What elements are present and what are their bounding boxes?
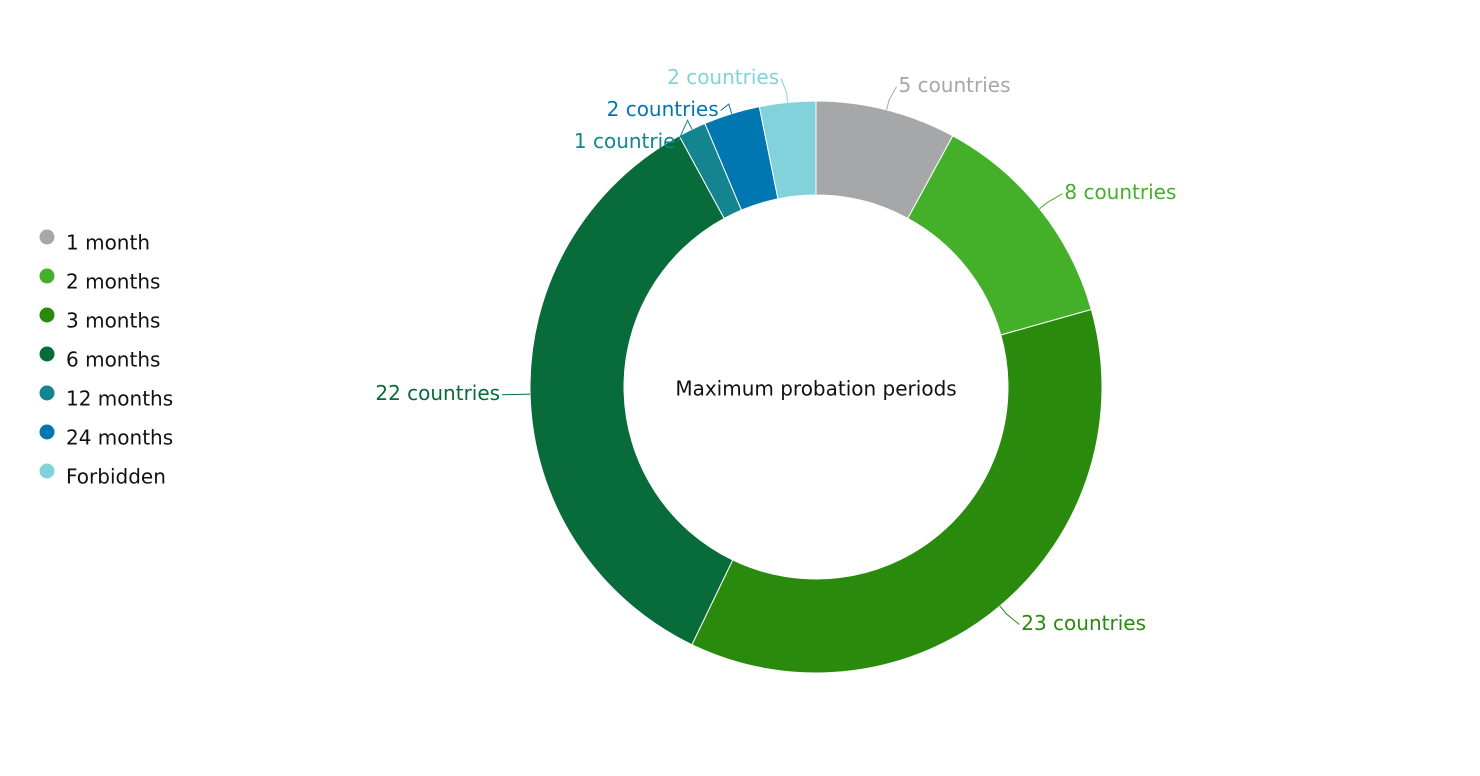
legend-label: 1 month	[66, 231, 150, 255]
legend-label: 24 months	[66, 426, 173, 450]
data-label: 23 countries	[1021, 611, 1146, 635]
data-label: 8 countries	[1064, 180, 1176, 204]
data-label: 22 countries	[375, 381, 500, 405]
leader-line	[1039, 193, 1063, 210]
legend-marker	[39, 385, 55, 401]
data-label: 2 countries	[667, 65, 779, 89]
leader-line	[780, 78, 789, 103]
leader-line	[886, 86, 897, 110]
leader-line	[502, 393, 531, 396]
legend-marker	[39, 229, 55, 245]
donut-slice	[529, 135, 734, 646]
leader-line	[720, 103, 733, 114]
chart-title: Maximum probation periods	[675, 377, 956, 401]
legend-label: Forbidden	[66, 465, 166, 489]
legend-label: 12 months	[66, 387, 173, 411]
data-label: 5 countries	[898, 73, 1010, 97]
legend-marker	[39, 346, 55, 362]
legend-marker	[39, 463, 55, 479]
legend-marker	[39, 307, 55, 323]
legend-label: 3 months	[66, 309, 160, 333]
legend-marker	[39, 424, 55, 440]
legend-marker	[39, 268, 55, 284]
data-label: 2 countries	[607, 97, 719, 121]
donut-slice	[691, 308, 1103, 674]
data-label: 1 countrie	[574, 129, 676, 153]
legend-label: 2 months	[66, 270, 160, 294]
leader-line	[999, 605, 1020, 625]
leader-line	[677, 119, 693, 143]
legend-label: 6 months	[66, 348, 160, 372]
donut-slice	[758, 100, 817, 200]
